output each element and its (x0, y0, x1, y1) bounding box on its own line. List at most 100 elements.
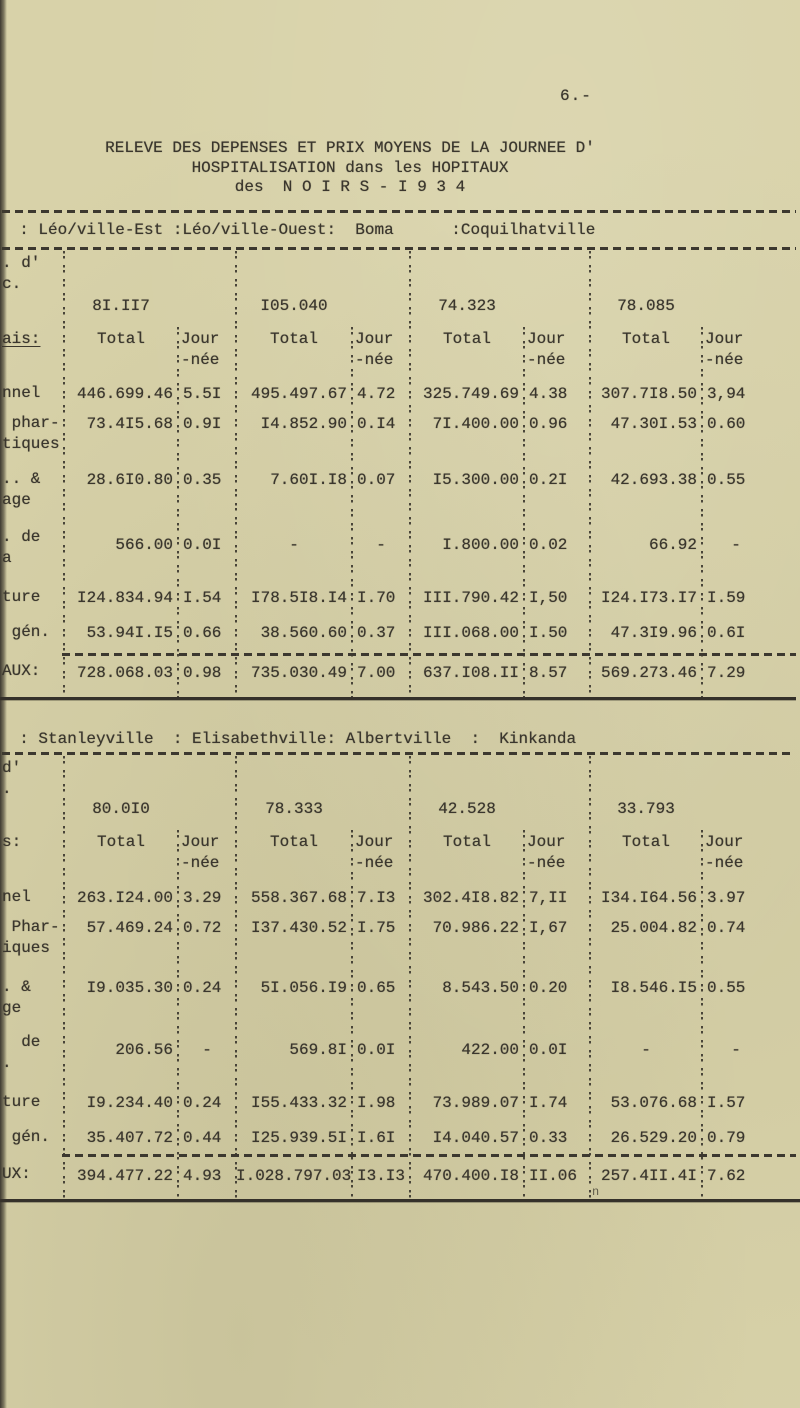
cell-total-city-4: 47.3I9.96 (610, 624, 697, 642)
row-label-totaux: AUX: (0, 651, 64, 697)
header-jour-line: Jour (705, 833, 744, 851)
cell-total-city-2: 5I.056.I9 (260, 979, 347, 997)
header-total-city-1: Total (96, 330, 145, 348)
row-label-line-1: ais: (2, 330, 41, 348)
table2-totals-rule (62, 1154, 796, 1157)
cell-total-city-2: I37.430.52 (250, 919, 347, 937)
row-label-line-1: nnel (2, 384, 41, 402)
row-label-line-1: ture (2, 1093, 41, 1111)
cell-totaux-total-city-1: 728.068.03 (76, 664, 173, 682)
table1-bottom-rule (0, 697, 796, 700)
cell-jour-city-1: 0.66 (183, 624, 222, 642)
cell-totaux-total-city-1: 394.477.22 (76, 1167, 173, 1185)
cell-total-city-1: I9.234.40 (86, 1094, 173, 1112)
cell-jour-city-4: 0.55 (707, 471, 746, 489)
title-line-2: HOSPITALISATION dans les HOPITAUX (191, 158, 509, 177)
cell-totaux-jour-city-4: 7.29 (707, 664, 746, 682)
cell-total-city-1: 206.56 (115, 1041, 173, 1059)
cell-jour-city-2: 0.07 (357, 471, 396, 489)
cell-jour-city-4: I.57 (707, 1094, 746, 1112)
cell-totaux-total-city-2: 735.030.49 (250, 664, 347, 682)
page-edge-shadow (0, 0, 7, 1408)
cell-total-city-1: 35.407.72 (86, 1129, 173, 1147)
column-separator (351, 327, 354, 697)
header-nee-line: -née (355, 854, 394, 872)
column-separator (177, 327, 180, 697)
cell-total-city-4: I34.I64.56 (600, 889, 697, 907)
row-label-line-2: c. (2, 275, 22, 293)
row-produits-pharmaceutiques: phar-tiques 73.4I5.68 0.9I I4.852.90 0.I4 7I.… (0, 411, 770, 467)
cell-total-city-4: I24.I73.I7 (600, 589, 697, 607)
cell-total-city-1: 28.6I0.80 (86, 471, 173, 489)
header-jour-city-3: Jour -née (524, 830, 590, 885)
row-frais-header: s: Total Jour -née Total Jour -née Total Jour -né… (0, 830, 770, 885)
cell-jour-city-3: 0.33 (529, 1129, 568, 1147)
cell-jour-city-4: 0.60 (707, 415, 746, 433)
header-jour-city-1: Jour -née (178, 830, 236, 885)
cell-totaux-total-city-3: 637.I08.II (422, 664, 519, 682)
cell-total-city-3: I5.300.00 (432, 471, 519, 489)
header-nee-line: -née (181, 854, 220, 872)
column-separator (63, 251, 66, 697)
row-label-produits-pharmaceutiques: Phar-iques (0, 915, 64, 975)
cell-total-city-2: 38.560.60 (260, 624, 347, 642)
row-label-line-2: . (2, 780, 12, 798)
column-separator (235, 756, 238, 1198)
cell-journees-city-3: 42.528 (438, 800, 496, 818)
row-personnel: nnel 446.699.46 5.5I 495.497.67 4.72 325.749.… (0, 381, 770, 411)
cell-jour-city-4: - (731, 536, 741, 554)
stray-ink-mark: n (592, 1185, 600, 1199)
header-jour-city-3: Jour -née (524, 327, 590, 381)
header-total-city-4: Total (621, 833, 670, 851)
cell-jour-city-1: 0.44 (183, 1129, 222, 1147)
cell-totaux-total-city-2: I.028.797.03 (236, 1167, 352, 1185)
header-total-city-1: Total (96, 833, 145, 851)
row-totaux: UX: 394.477.22 4.93 I.028.797.03 I3.I3 470.40… (0, 1154, 770, 1198)
column-separator (409, 756, 412, 1198)
cell-total-city-1: 73.4I5.68 (86, 415, 173, 433)
cell-total-city-1: I9.035.30 (86, 979, 173, 997)
header-jour-line: Jour (527, 833, 566, 851)
row-label-line-2: tiques (2, 435, 60, 453)
row-nourriture: ture I24.834.94 I.54 I78.5I8.I4 I.70 III.790.… (0, 585, 770, 620)
cell-jour-city-1: - (202, 1041, 212, 1059)
cell-total-city-1: 263.I24.00 (76, 889, 173, 907)
cell-totaux-jour-city-3: II.06 (529, 1167, 578, 1185)
cell-jour-city-1: I.54 (183, 589, 222, 607)
cell-total-city-1: 566.00 (115, 536, 173, 554)
cell-jour-city-1: 0.0I (183, 536, 222, 554)
cell-total-city-1: I24.834.94 (76, 589, 173, 607)
row-label-line-1: de (2, 1033, 41, 1051)
cell-jour-city-3: 0.96 (529, 415, 568, 433)
cell-total-city-3: 73.989.07 (432, 1094, 519, 1112)
row-label-nourriture: ture (0, 585, 64, 620)
row-label-frais-generaux: gén. (0, 620, 64, 651)
row-label-frais: ais: (0, 327, 64, 381)
row-label-line-1: . de (2, 528, 41, 546)
cell-jour-city-1: 0.35 (183, 471, 222, 489)
header-total-city-2: Total (269, 330, 318, 348)
cell-total-city-2: I78.5I8.I4 (250, 589, 347, 607)
cell-jour-city-4: I.59 (707, 589, 746, 607)
row-label-journees: d'. (0, 756, 64, 830)
column-separator (351, 830, 354, 1198)
cell-total-city-4: 26.529.20 (610, 1129, 697, 1147)
row-label-line-2: . (2, 1054, 12, 1072)
cell-jour-city-1: 5.5I (183, 385, 222, 403)
row-journees-hosp: . d' c. 8I.II7 I05.040 74.323 78.085 (0, 251, 770, 327)
row-label-line-1: . & (2, 978, 31, 996)
cell-jour-city-2: I.75 (357, 919, 396, 937)
header-nee-line: -née (527, 854, 566, 872)
header-jour-city-4: Jour -née (702, 830, 770, 885)
cell-journees-city-2: I05.040 (260, 297, 328, 315)
cell-totaux-jour-city-1: 4.93 (183, 1167, 222, 1185)
cell-jour-city-2: 0.I4 (357, 415, 396, 433)
row-label-line-2: ge (2, 999, 22, 1017)
row-nourriture: ture I9.234.40 0.24 I55.433.32 I.98 73.989.07… (0, 1090, 770, 1125)
cell-jour-city-4: - (731, 1041, 741, 1059)
column-separator (701, 830, 704, 1198)
cell-total-city-4: 307.7I8.50 (600, 385, 697, 403)
cell-total-city-3: 70.986.22 (432, 919, 519, 937)
table2-city-header: : Stanleyville : Elisabethville: Albertv… (0, 730, 577, 748)
cell-jour-city-2: I.6I (357, 1129, 396, 1147)
